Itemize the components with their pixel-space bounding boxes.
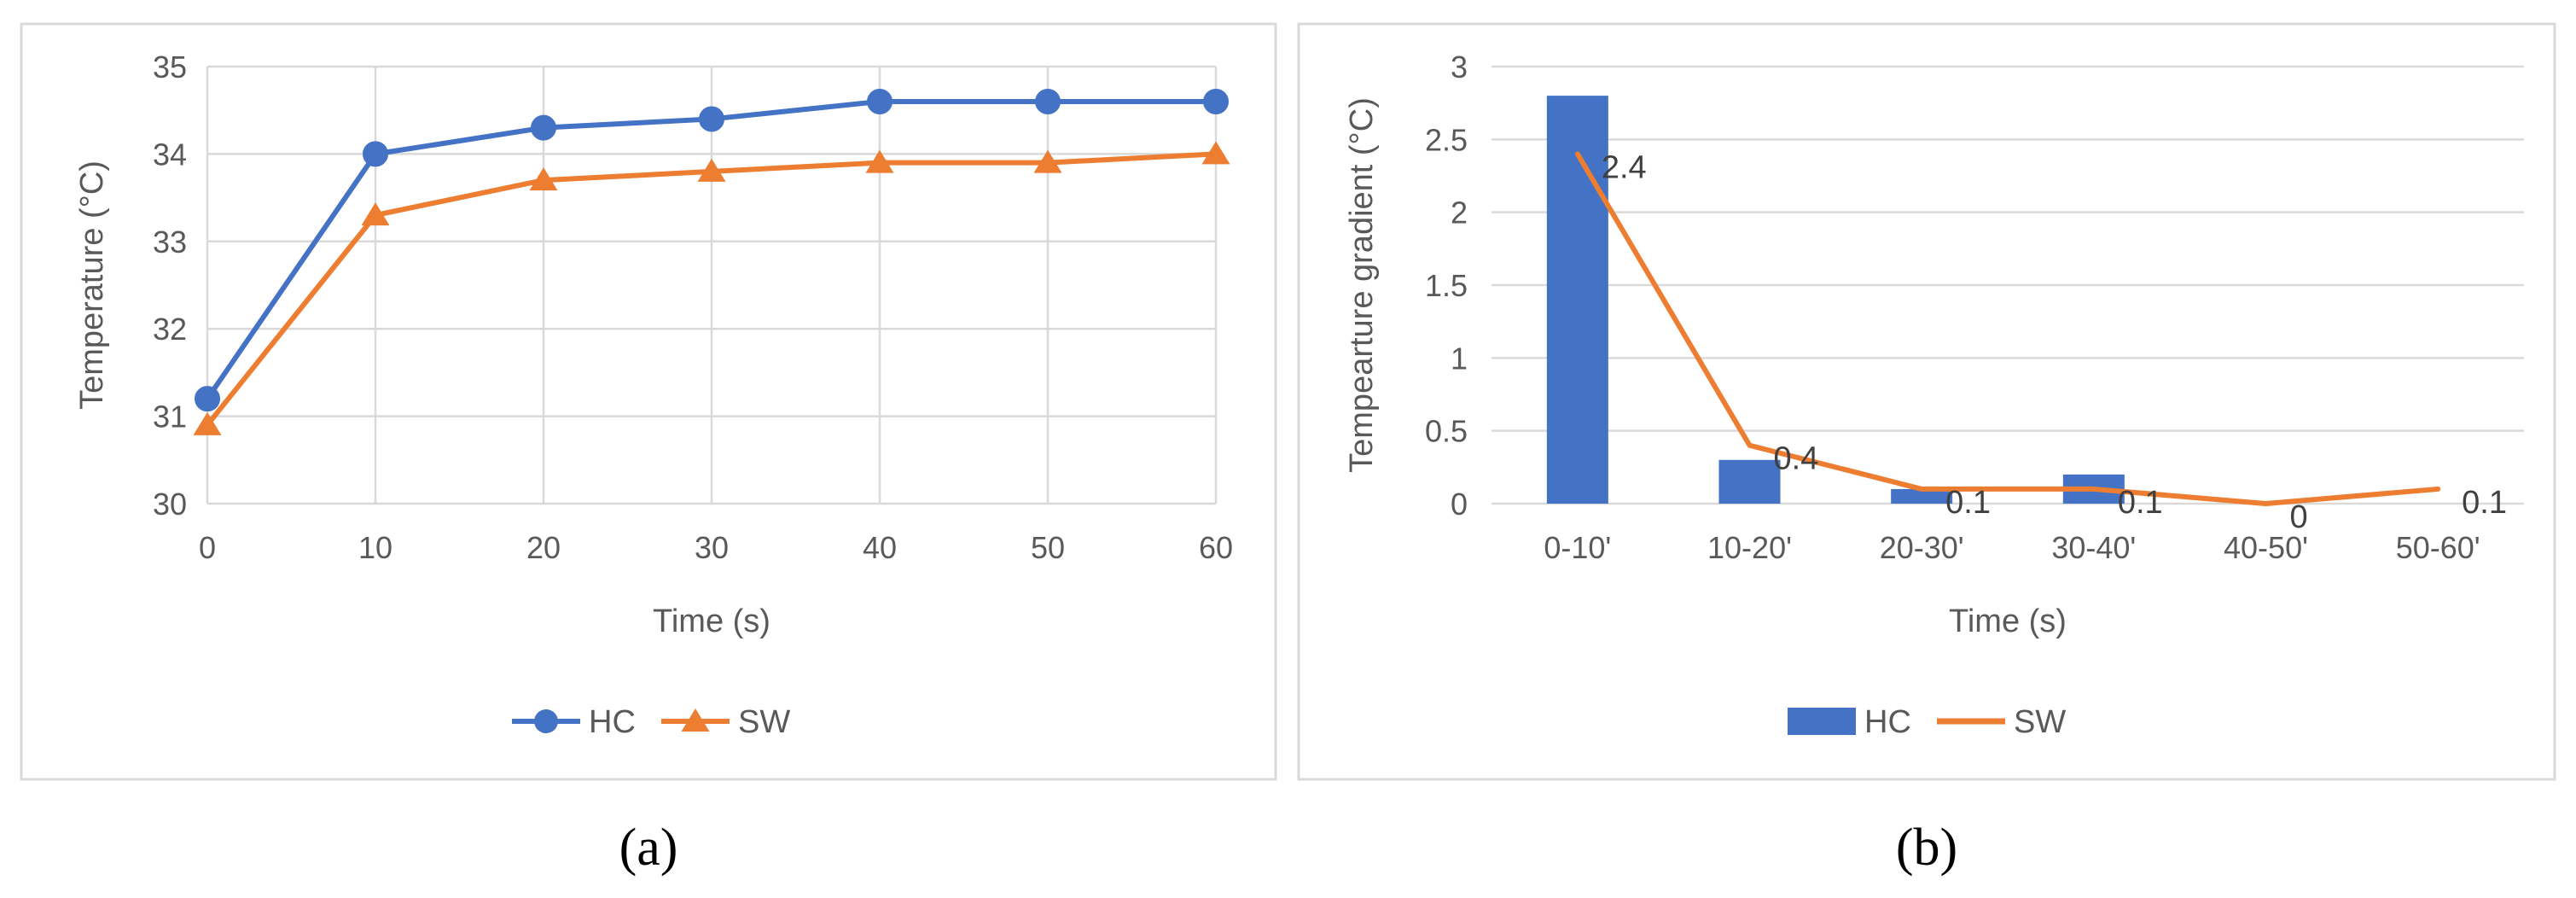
data-label-sw: 2.4: [1602, 149, 1647, 185]
data-label-sw: 0.1: [2462, 485, 2507, 521]
x-tick-label: 30: [695, 530, 729, 565]
x-tick-label: 30-40': [2051, 530, 2136, 565]
legend-label-hc: HC: [589, 704, 636, 740]
data-label-sw: 0.1: [2118, 485, 2163, 521]
legend-label-sw: SW: [2014, 704, 2066, 740]
panel-b-frame: [1297, 22, 2556, 781]
y-tick-label: 34: [153, 137, 187, 172]
legend-marker-hc: [534, 709, 558, 733]
legend: HC SW: [512, 704, 790, 740]
y-tick-label: 0.5: [1425, 414, 1468, 449]
y-axis-title: Temperature (°C): [74, 160, 110, 410]
data-point-sw: [193, 411, 222, 435]
x-tick-label: 10-20': [1707, 530, 1792, 565]
data-point-sw: [529, 167, 558, 191]
data-point-hc: [1035, 88, 1061, 114]
x-tick-label: 20: [526, 530, 561, 565]
y-tick-label: 1.5: [1425, 268, 1468, 303]
y-tick-label: 31: [153, 399, 187, 434]
data-point-hc: [1203, 88, 1229, 114]
chart-a: 30 31 32 33 34 35 0 10 20 30 40 50 60 Time (s) Tempera…: [74, 50, 1233, 740]
y-axis-title: Tempearture gradient (°C): [1344, 97, 1380, 473]
data-point-hc: [867, 88, 893, 114]
legend: HC SW: [1788, 704, 2066, 740]
x-axis-title: Time (s): [653, 604, 770, 639]
caption-b: (b): [1896, 819, 1957, 877]
panel-a-frame: [20, 22, 1277, 781]
data-point-sw: [1201, 141, 1230, 165]
y-tick-label: 33: [153, 224, 187, 259]
x-tick-label: 10: [358, 530, 393, 565]
data-point-sw: [697, 158, 726, 182]
x-tick-label: 60: [1199, 530, 1233, 565]
data-point-sw: [865, 149, 894, 173]
y-tick-label: 2.5: [1425, 122, 1468, 157]
data-label-sw: 0.4: [1774, 441, 1819, 477]
x-tick-label: 40: [863, 530, 897, 565]
data-label-sw: 0: [2290, 499, 2308, 535]
data-label-sw: 0.1: [1945, 485, 1991, 521]
bar-hc: [1546, 96, 1608, 504]
legend-marker-sw: [681, 708, 710, 732]
bar-hc: [1891, 488, 1953, 504]
y-tick-label: 2: [1451, 195, 1468, 230]
data-point-hc: [531, 114, 556, 141]
x-tick-label: 0-10': [1544, 530, 1611, 565]
data-point-sw: [1033, 149, 1062, 173]
caption-a: (a): [619, 819, 678, 877]
legend-swatch-hc: [1788, 708, 1856, 735]
x-tick-label: 0: [199, 530, 216, 565]
x-tick-label: 50-60': [2396, 530, 2480, 565]
data-point-sw: [361, 202, 390, 226]
series-line-sw: [1574, 151, 2441, 506]
legend-label-hc: HC: [1864, 704, 1911, 740]
y-tick-label: 0: [1451, 487, 1468, 522]
x-tick-label: 40-50': [2224, 530, 2308, 565]
bar-hc: [1718, 459, 1781, 504]
y-tick-label: 1: [1451, 341, 1468, 376]
y-tick-label: 32: [153, 312, 187, 347]
legend-label-sw: SW: [738, 704, 790, 740]
x-axis-title: Time (s): [1949, 604, 2067, 639]
data-point-hc: [195, 386, 220, 412]
data-point-hc: [699, 106, 724, 132]
data-point-hc: [363, 141, 388, 167]
x-tick-label: 50: [1031, 530, 1065, 565]
y-tick-label: 30: [153, 487, 187, 522]
x-tick-label: 20-30': [1880, 530, 1964, 565]
chart-b: 0 0.5 1 1.5 2 2.5 3 2.4 0.4 0.1 0.1 0 0.1 0-10' 10-20'…: [1344, 50, 2524, 740]
y-tick-label: 3: [1451, 50, 1468, 85]
y-tick-label: 35: [153, 50, 187, 85]
